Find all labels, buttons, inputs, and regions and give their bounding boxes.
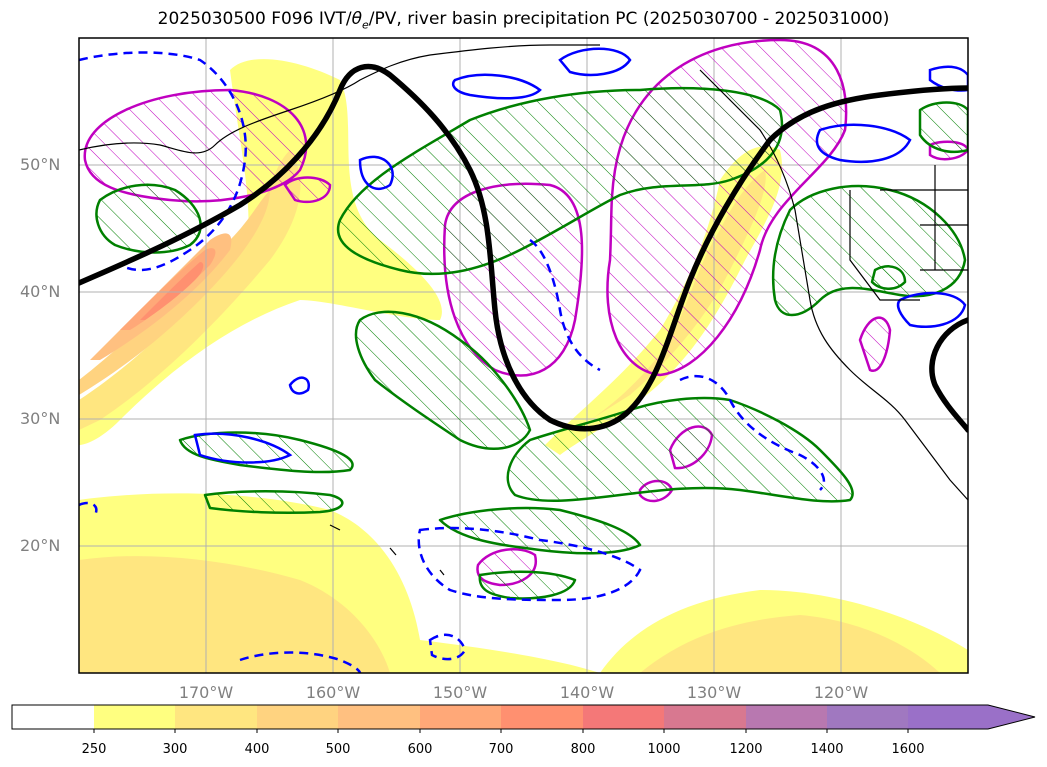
lon-label-170w: 170°W	[178, 683, 234, 702]
colorbar	[11, 704, 1036, 733]
figure-title: 2025030500 F096 IVT/θe/PV, river basin p…	[157, 9, 890, 32]
colorbar-tick-label: 300	[162, 742, 188, 757]
colorbar-tick-label: 600	[407, 742, 433, 757]
theta-e-dashed-contours	[79, 51, 826, 673]
theta-e-contours	[193, 47, 968, 464]
lat-label-20n: 20°N	[20, 536, 61, 555]
lat-label-40n: 40°N	[20, 282, 61, 301]
colorbar-tick-label: 250	[81, 742, 107, 757]
pv-contours	[79, 63, 968, 433]
lat-label-50n: 50°N	[20, 155, 61, 174]
map-frame	[78, 37, 969, 674]
colorbar-tick-label: 500	[325, 742, 351, 757]
map-area	[79, 38, 968, 673]
colorbar-tick-label: 1000	[647, 742, 681, 757]
colorbar-tick-label: 1600	[891, 742, 925, 757]
lon-label-130w: 130°W	[686, 683, 742, 702]
lon-label-150w: 150°W	[432, 683, 488, 702]
lat-label-30n: 30°N	[20, 409, 61, 428]
colorbar-tick-label: 700	[488, 742, 514, 757]
colorbar-tick-label: 1200	[729, 742, 763, 757]
lon-label-140w: 140°W	[559, 683, 615, 702]
precip-pc-positive-contours	[95, 86, 968, 600]
lon-label-160w: 160°W	[305, 683, 361, 702]
coastline	[79, 44, 968, 576]
colorbar-tick-label: 400	[244, 742, 270, 757]
colorbar-tick-label: 800	[570, 742, 596, 757]
colorbar-tick-label: 1400	[810, 742, 844, 757]
lon-label-120w: 120°W	[813, 683, 869, 702]
